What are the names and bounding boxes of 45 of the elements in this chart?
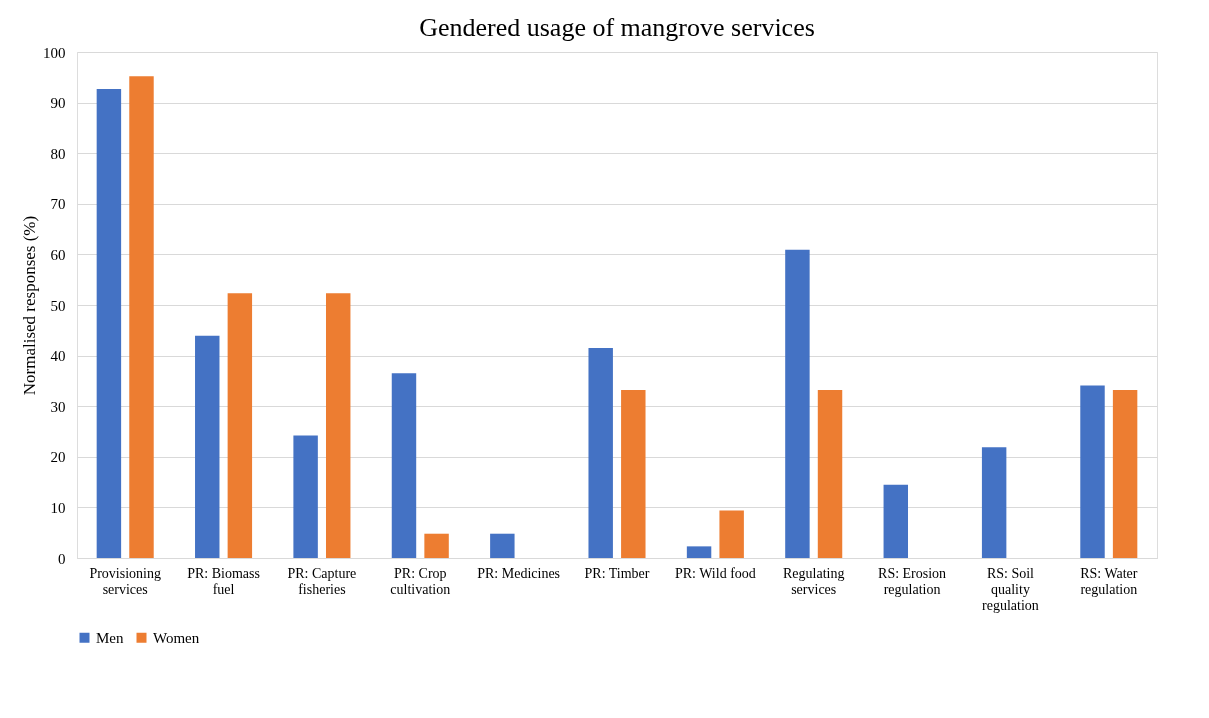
bar	[1112, 390, 1138, 558]
bar	[325, 293, 351, 558]
bar	[981, 447, 1007, 558]
bar	[686, 546, 712, 558]
bar	[96, 88, 122, 558]
x-tick-label: RS: Water regulation	[1080, 565, 1138, 597]
bar	[588, 348, 613, 558]
x-tick-label: PR: Timber	[584, 565, 650, 581]
bar	[719, 510, 744, 558]
y-tick-label: 40	[50, 348, 66, 365]
y-tick-label: 80	[50, 145, 66, 162]
bar	[293, 435, 318, 558]
y-tick-label: 70	[50, 196, 66, 213]
bar	[1080, 385, 1105, 558]
y-tick-label: 0	[58, 550, 66, 567]
x-tick-label: PR: Capture fisheries	[287, 565, 357, 597]
chart-title: Gendered usage of mangrove services	[419, 13, 815, 42]
bar	[490, 533, 515, 558]
y-tick-label: 90	[50, 95, 66, 112]
y-tick-label: 60	[50, 246, 66, 263]
bar	[391, 373, 417, 558]
bar	[817, 390, 843, 558]
x-tick-label: RS: Soil quality regulation	[982, 565, 1039, 613]
bar	[883, 484, 909, 558]
x-tick-label: Provisioning services	[89, 565, 161, 597]
y-tick-label: 20	[50, 449, 66, 466]
y-tick-label: 100	[43, 44, 66, 61]
y-tick-label: 50	[50, 297, 66, 314]
bar	[621, 390, 646, 558]
x-tick-label: PR: Medicines	[477, 565, 561, 581]
x-tick-label: PR: Biomass fuel	[187, 565, 260, 597]
y-tick-label: 10	[50, 499, 66, 516]
bar	[195, 335, 220, 558]
x-tick-label: PR: Crop cultivation	[390, 565, 451, 597]
y-tick-label: 30	[50, 398, 66, 415]
legend-label: Men	[96, 629, 124, 646]
bar	[129, 76, 154, 558]
x-tick-label: PR: Wild food	[674, 565, 756, 581]
x-tick-label: Regulating services	[783, 565, 845, 597]
bar	[424, 533, 449, 558]
x-tick-label: RS: Erosion regulation	[878, 565, 947, 597]
bar	[785, 249, 810, 558]
bar	[227, 293, 253, 558]
y-axis-title: Normalised responses (%)	[20, 215, 39, 396]
legend-label: Women	[153, 629, 200, 646]
